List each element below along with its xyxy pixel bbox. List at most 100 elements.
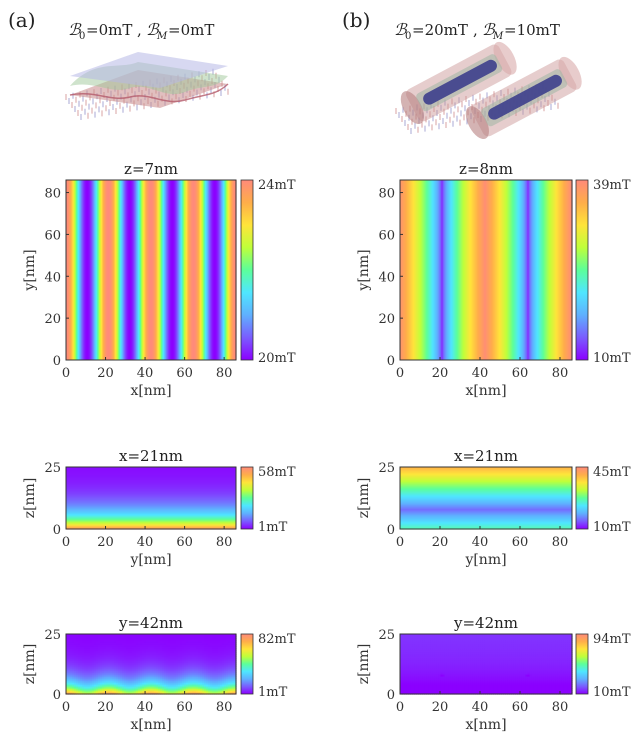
x-tick-label: 60 xyxy=(176,535,193,550)
colorbar-ramp xyxy=(575,466,589,530)
x-tick-label: 20 xyxy=(432,366,449,381)
x-tick-label: 40 xyxy=(137,700,154,715)
chart-title: x=21nm xyxy=(454,447,518,465)
plot-frame xyxy=(65,633,237,695)
y-tick-label: 40 xyxy=(378,270,395,285)
x-axis-label: x[nm] xyxy=(130,717,171,733)
heatmap-a-mid xyxy=(66,467,236,530)
y-tick-label: 60 xyxy=(378,228,395,243)
svg-text:M: M xyxy=(156,31,168,42)
y-axis-label: y[nm] xyxy=(22,249,38,291)
svg-text:ℬ: ℬ xyxy=(482,20,496,39)
svg-text:,: , xyxy=(137,21,142,39)
x-axis-label: y[nm] xyxy=(464,552,506,568)
illustration-cylinders xyxy=(395,41,582,140)
chart-a-mid: x=21nm 0 20 40 60 80 0 25 y[nm] z[nm] 58mT 1mT xyxy=(22,447,296,568)
cylinder-right xyxy=(465,56,582,140)
x-tick-label: 60 xyxy=(176,366,193,381)
x-tick-label: 60 xyxy=(512,366,529,381)
x-tick-label: 0 xyxy=(396,535,404,550)
chart-title: z=8nm xyxy=(459,160,513,178)
colorbar-b-bot: 94mT 10mT xyxy=(575,632,631,700)
plot-frame xyxy=(65,466,237,530)
x-tick-label: 40 xyxy=(472,700,489,715)
illustration-layers xyxy=(65,52,229,120)
x-tick-label: 60 xyxy=(512,535,529,550)
y-tick-label: 80 xyxy=(44,187,61,202)
colorbar-a-bot: 82mT 1mT xyxy=(240,632,296,700)
y-axis-label: z[nm] xyxy=(22,478,38,519)
chart-b-top: z=8nm 0 20 40 60 80 0 20 40 60 80 x[nm] y[nm] 39mT 10m… xyxy=(356,160,631,399)
y-tick-label: 0 xyxy=(53,523,61,538)
svg-text:ℬ: ℬ xyxy=(146,20,160,39)
plot-frame xyxy=(399,179,573,361)
svg-text:0: 0 xyxy=(405,31,411,42)
y-tick-label: 20 xyxy=(378,312,395,327)
colorbar-max-label: 82mT xyxy=(258,632,296,647)
x-tick-label: 60 xyxy=(512,700,529,715)
colorbar-ramp xyxy=(240,179,254,361)
y-tick-label: 0 xyxy=(387,354,395,369)
colorbar-min-label: 20mT xyxy=(258,351,296,366)
header-b: ℬ 0 =20mT , ℬ M =10mT xyxy=(394,20,560,42)
x-tick-label: 0 xyxy=(396,366,404,381)
x-tick-label: 40 xyxy=(472,366,489,381)
y-axis-label: y[nm] xyxy=(356,249,372,291)
colorbar-min-label: 10mT xyxy=(593,685,631,700)
header-a-b0: =0mT xyxy=(86,21,132,39)
colorbar-a-mid: 58mT 1mT xyxy=(240,465,296,535)
colorbar-max-label: 39mT xyxy=(593,178,631,193)
x-tick-label: 40 xyxy=(137,535,154,550)
x-tick-label: 20 xyxy=(97,535,114,550)
y-tick-label: 40 xyxy=(44,270,61,285)
y-axis-label: z[nm] xyxy=(22,644,38,685)
x-tick-label: 80 xyxy=(552,366,569,381)
colorbar-max-label: 45mT xyxy=(593,465,631,480)
y-tick-label: 25 xyxy=(44,628,61,643)
heatmap-b-top xyxy=(400,180,573,360)
x-tick-label: 60 xyxy=(176,700,193,715)
x-tick-label: 80 xyxy=(552,535,569,550)
svg-text:M: M xyxy=(492,31,504,42)
x-tick-label: 20 xyxy=(432,535,449,550)
colorbar-max-label: 94mT xyxy=(593,632,631,647)
colorbar-a-top: 24mT 20mT xyxy=(240,178,296,366)
colorbar-min-label: 1mT xyxy=(258,520,288,535)
x-tick-label: 20 xyxy=(432,700,449,715)
x-tick-label: 0 xyxy=(62,366,70,381)
colorbar-ramp xyxy=(240,466,254,530)
x-tick-label: 20 xyxy=(97,366,114,381)
y-axis-label: z[nm] xyxy=(356,478,372,519)
colorbar-min-label: 10mT xyxy=(593,520,631,535)
colorbar-b-mid: 45mT 10mT xyxy=(575,465,631,535)
chart-b-bot: y=42nm 0 20 40 60 80 0 25 x[nm] z[nm] 94mT 10mT xyxy=(356,614,631,733)
colorbar-ramp xyxy=(240,633,254,695)
header-a: ℬ 0 =0mT , ℬ M =0mT xyxy=(68,20,214,42)
header-b-bm: =10mT xyxy=(504,21,560,39)
x-tick-label: 80 xyxy=(216,366,233,381)
x-axis-label: x[nm] xyxy=(130,383,171,399)
y-tick-label: 0 xyxy=(53,688,61,703)
x-axis-label: x[nm] xyxy=(465,717,506,733)
y-tick-label: 0 xyxy=(387,688,395,703)
x-axis-label: x[nm] xyxy=(465,383,506,399)
colorbar-ramp xyxy=(575,179,589,361)
colorbar-max-label: 58mT xyxy=(258,465,296,480)
x-tick-label: 40 xyxy=(137,366,154,381)
colorbar-max-label: 24mT xyxy=(258,178,296,193)
y-tick-label: 25 xyxy=(44,461,61,476)
colorbar-min-label: 10mT xyxy=(593,351,631,366)
y-tick-label: 25 xyxy=(378,628,395,643)
y-tick-label: 20 xyxy=(44,312,61,327)
x-tick-label: 80 xyxy=(552,700,569,715)
y-tick-label: 0 xyxy=(53,354,61,369)
x-tick-label: 20 xyxy=(97,700,114,715)
svg-text:,: , xyxy=(473,21,478,39)
panel-label-a: (a) xyxy=(8,8,36,32)
svg-text:0: 0 xyxy=(79,31,85,42)
panel-label-b: (b) xyxy=(342,8,370,32)
colorbar-b-top: 39mT 10mT xyxy=(575,178,631,366)
y-tick-label: 60 xyxy=(44,228,61,243)
x-tick-label: 0 xyxy=(62,700,70,715)
